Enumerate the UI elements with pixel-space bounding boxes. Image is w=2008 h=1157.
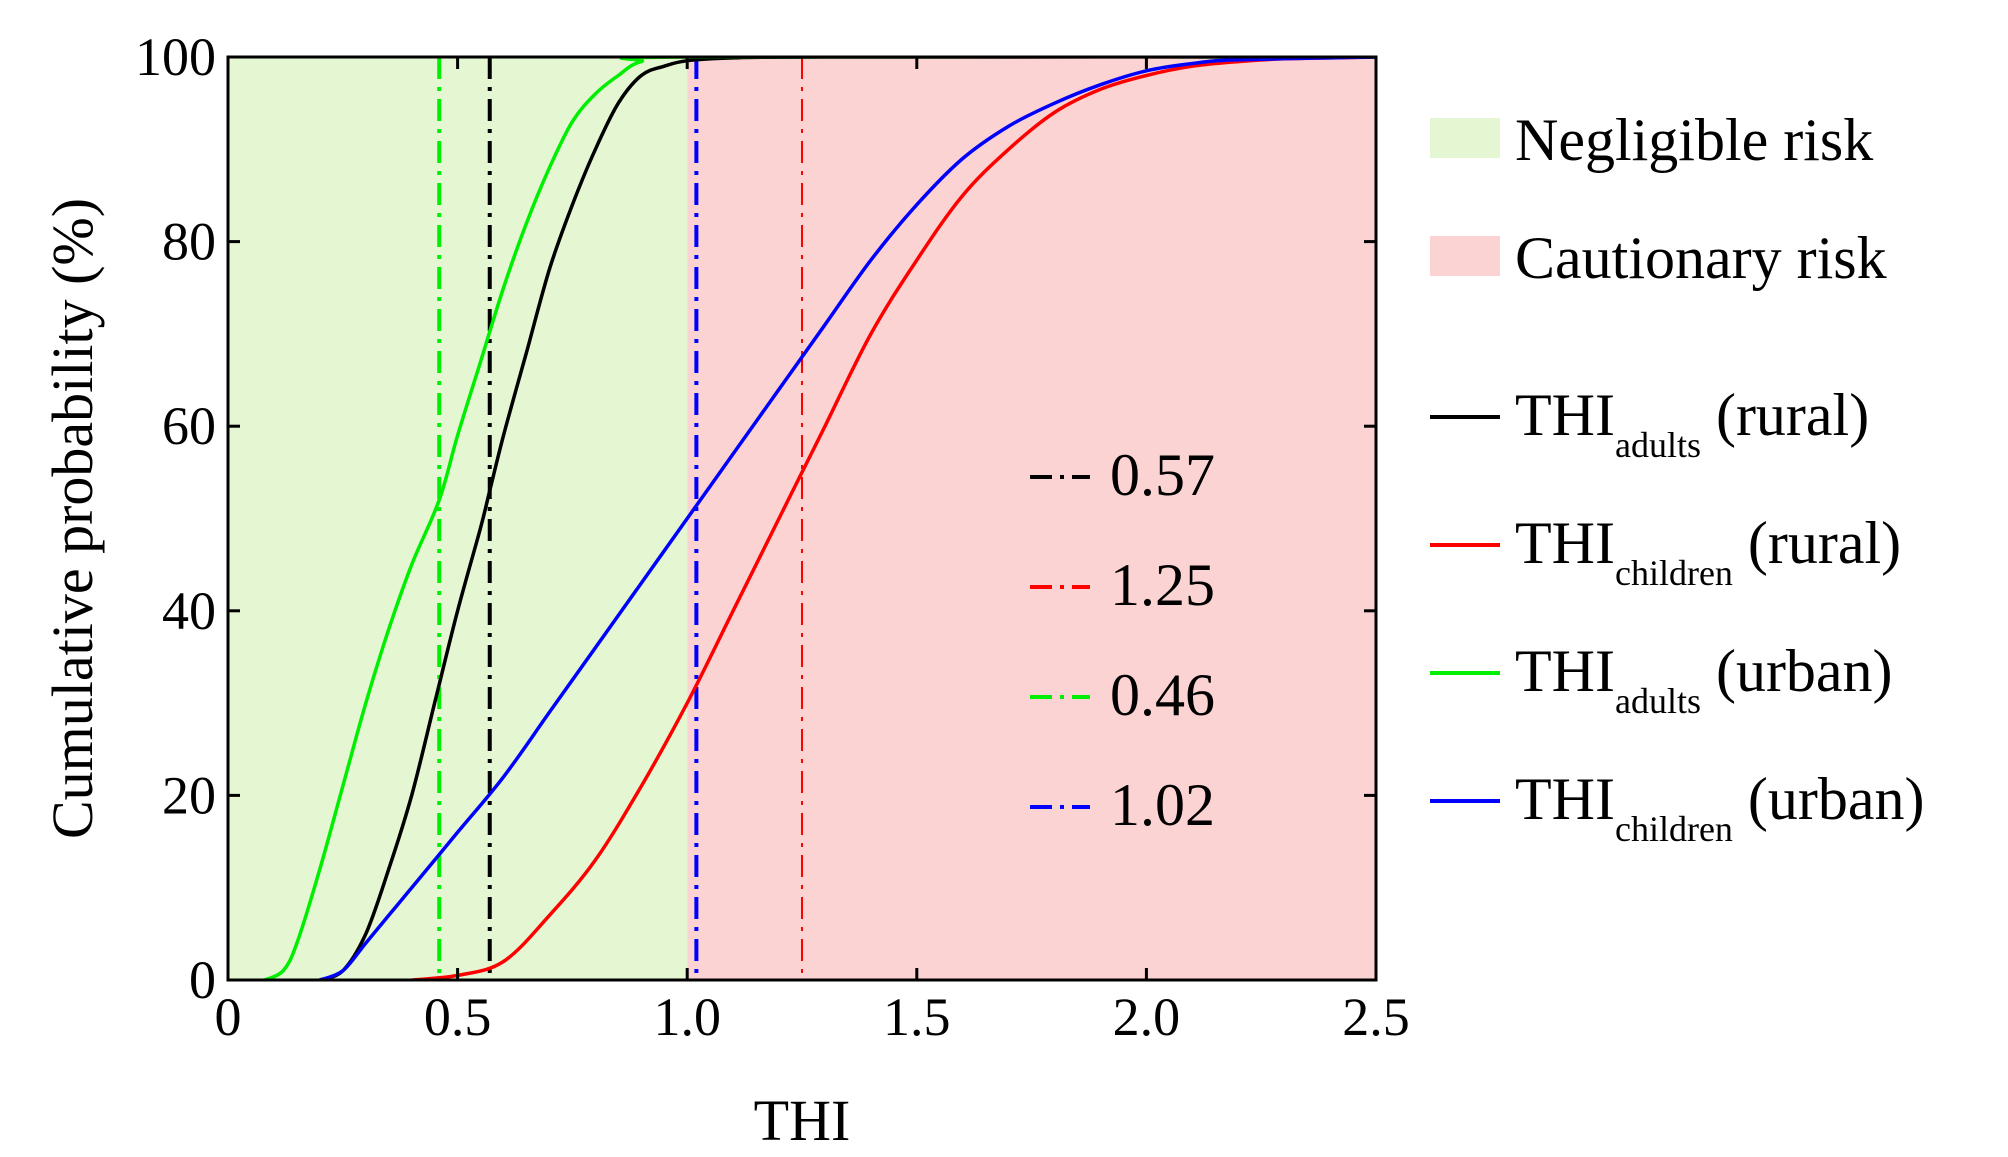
y-tick-label: 80 [162,212,216,272]
x-tick-label: 1.0 [653,987,721,1047]
y-tick-label: 20 [162,765,216,825]
legend-label-adults-rural: THIadults (rural) [1515,382,1869,465]
legend: Negligible risk Cautionary risk THIadults … [1430,107,1925,849]
y-tick-label: 40 [162,581,216,641]
x-tick-label: 1.5 [883,987,951,1047]
reference-legend-label-0.57: 0.57 [1110,442,1215,508]
legend-label-negligible: Negligible risk [1515,107,1873,173]
plot-area [228,57,1376,980]
reference-legend-label-1.25: 1.25 [1110,552,1215,618]
series-line-adults-urban [263,57,1376,980]
x-tick-label: 0.5 [424,987,492,1047]
y-tick-label: 0 [189,950,216,1010]
legend-swatch-cautionary [1430,236,1500,276]
x-axis-title: THI [754,1088,851,1153]
reference-line-legend: 0.57 1.25 0.46 1.02 [1030,442,1215,838]
x-tick-label: 0 [215,987,242,1047]
axes: 0 0.5 1.0 1.5 2.0 2.5 0 20 40 60 80 100 THI Cumulativ… [40,27,1410,1153]
x-tick-label: 2.5 [1342,987,1410,1047]
legend-label-cautionary: Cautionary risk [1515,225,1887,291]
risk-region-negligible [228,57,688,980]
plot-frame [226,55,1378,982]
y-tick-label: 100 [135,27,216,87]
y-tick-label: 60 [162,396,216,456]
legend-label-adults-urban: THIadults (urban) [1515,638,1893,721]
x-tick-label: 2.0 [1113,987,1181,1047]
series-line-children-rural [411,57,1376,980]
reference-legend-label-0.46: 0.46 [1110,662,1215,728]
legend-label-children-urban: THIchildren (urban) [1515,766,1925,849]
legend-label-children-rural: THIchildren (rural) [1515,510,1901,593]
reference-legend-label-1.02: 1.02 [1110,772,1215,838]
series-line-children-urban [319,57,1376,980]
risk-region-cautionary [687,57,1376,980]
y-axis-title: Cumulative probability (%) [40,198,105,839]
legend-swatch-negligible [1430,118,1500,158]
